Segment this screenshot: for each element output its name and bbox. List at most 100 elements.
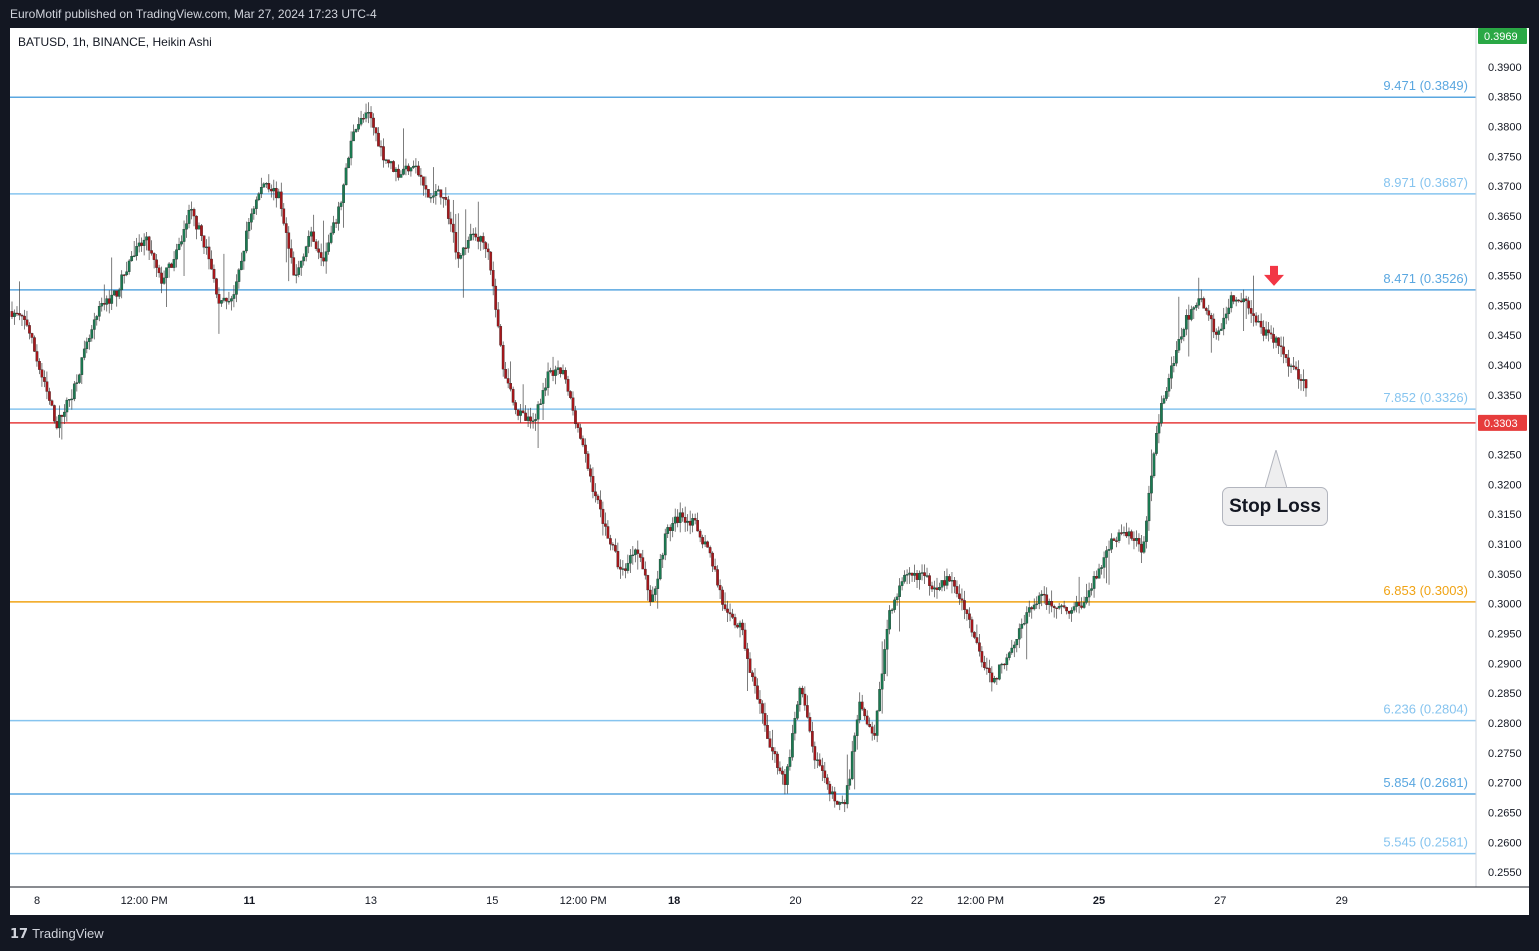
candle-body: [992, 678, 996, 683]
candle-body: [359, 118, 363, 125]
candle-body: [200, 225, 203, 236]
candle-body: [873, 733, 877, 736]
candle-body: [938, 587, 941, 590]
candle-body: [1042, 593, 1046, 596]
candle-body: [653, 588, 657, 595]
last-price-label: 0.3969: [1484, 31, 1518, 43]
candle-body: [102, 303, 106, 305]
candle-body: [599, 499, 602, 510]
candle-body: [152, 253, 156, 260]
candle-body: [566, 379, 570, 392]
candle-body: [893, 599, 896, 610]
candle-body: [948, 576, 951, 582]
candle-body: [1145, 520, 1148, 542]
candle-body: [544, 387, 547, 391]
candle-body: [693, 518, 697, 521]
candle-body: [958, 593, 961, 599]
candle-body: [960, 598, 964, 601]
candle-body: [274, 187, 278, 199]
candle-body: [1062, 605, 1066, 608]
candle-body: [890, 609, 894, 611]
candle-body: [561, 370, 565, 374]
candle-body: [776, 753, 779, 768]
candle-body: [417, 165, 420, 176]
candle-body: [686, 520, 690, 523]
x-tick-3: 13: [365, 895, 377, 907]
candle-body: [504, 369, 508, 379]
candle-body: [584, 444, 587, 454]
candle-body: [344, 167, 348, 186]
candle-body: [212, 268, 216, 279]
candle-body: [549, 370, 552, 372]
candle-body: [571, 397, 575, 411]
candle-body: [908, 572, 911, 575]
candle-body: [1167, 378, 1171, 392]
footer-bar: 17 TradingView: [0, 915, 1539, 951]
candle-body: [364, 112, 368, 119]
y-tick-23: 0.3700: [1488, 181, 1522, 193]
candle-body: [254, 199, 258, 209]
candle-body: [945, 576, 949, 586]
candle-body: [1289, 365, 1293, 367]
stop-loss-callout[interactable]: Stop Loss: [1222, 487, 1328, 526]
candle-body: [441, 197, 445, 199]
candle-body: [489, 251, 493, 271]
candle-body: [1060, 605, 1064, 607]
candle-body: [910, 572, 914, 576]
candle-body: [1085, 596, 1088, 603]
candle-body: [898, 585, 901, 597]
candle-body: [673, 516, 677, 524]
candle-body: [459, 255, 463, 259]
candle-body: [1045, 594, 1049, 605]
candle-body: [377, 132, 380, 147]
candle-body: [606, 526, 610, 539]
candle-body: [197, 225, 201, 230]
tradingview-logo-icon[interactable]: 17 TradingView: [10, 926, 104, 942]
fib-label-1: 8.971 (0.3687): [1383, 175, 1468, 190]
candle-body: [389, 161, 393, 164]
candle-body: [1199, 298, 1203, 300]
candle-body: [1055, 607, 1059, 609]
candle-body: [202, 235, 206, 248]
candle-body: [1264, 329, 1268, 336]
candle-body: [1025, 612, 1029, 624]
candle-body: [222, 297, 226, 301]
candle-body: [70, 398, 74, 401]
candle-body: [369, 112, 373, 119]
candle-body: [10, 311, 14, 317]
candle-body: [299, 260, 303, 268]
candle-body: [656, 578, 660, 589]
candle-body: [855, 719, 859, 736]
chart-panel[interactable]: BATUSD, 1h, BINANCE, Heikin Ashi 9.471 (0…: [10, 28, 1529, 915]
candle-body: [850, 751, 854, 780]
time-axis: [10, 887, 1529, 915]
candle-body: [307, 236, 311, 247]
candle-body: [848, 778, 852, 786]
candle-body: [875, 710, 879, 736]
candle-body: [925, 575, 929, 577]
candle-body: [835, 800, 839, 805]
footer-brand: TradingView: [32, 926, 104, 941]
candle-body: [329, 232, 333, 243]
candle-body: [352, 131, 355, 142]
candle-body: [282, 208, 286, 224]
candle-body: [1040, 593, 1044, 596]
candle-body: [1172, 363, 1176, 366]
candle-body: [120, 274, 124, 291]
candle-body: [302, 256, 306, 262]
candle-body: [384, 159, 388, 161]
candle-body: [771, 747, 774, 752]
candle-body: [773, 751, 777, 755]
candle-body: [825, 777, 829, 785]
candle-body: [810, 731, 814, 747]
candle-body: [1035, 603, 1039, 606]
candle-body: [50, 400, 54, 406]
candle-body: [604, 523, 607, 527]
price-chart[interactable]: BATUSD, 1h, BINANCE, Heikin Ashi 9.471 (0…: [10, 28, 1529, 915]
candle-body: [586, 453, 590, 469]
y-tick-16: 0.3350: [1488, 390, 1522, 402]
candle-body: [579, 427, 582, 439]
candle-body: [419, 174, 423, 177]
fib-label-4: 6.853 (0.3003): [1383, 583, 1468, 598]
candle-body: [801, 687, 804, 695]
